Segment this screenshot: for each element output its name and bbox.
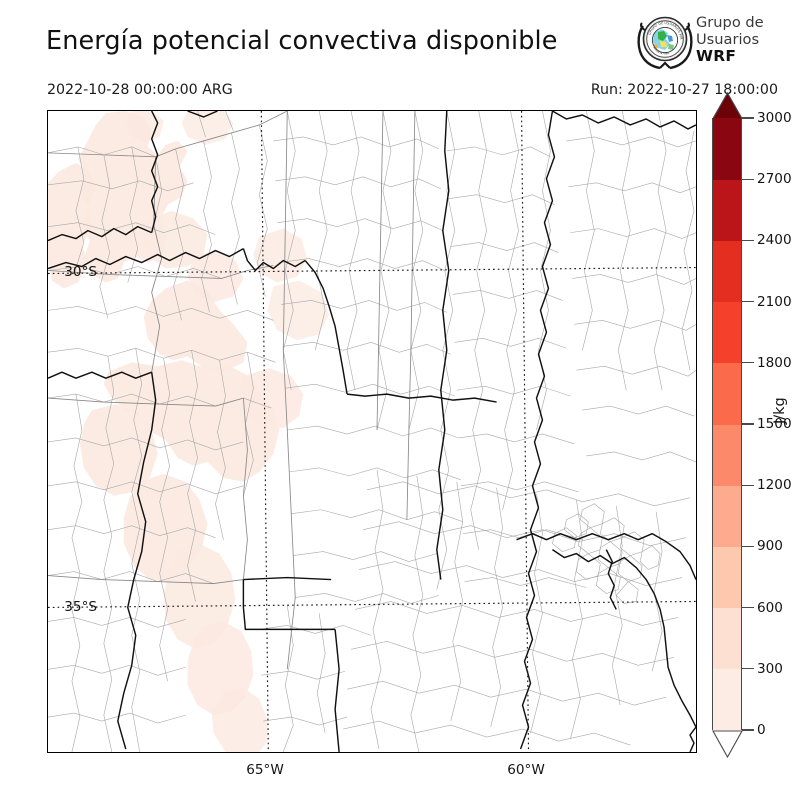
logo-line-1: Grupo de — [696, 14, 764, 31]
map-vector-layer — [48, 111, 696, 752]
colorbar-tick-label: 0 — [757, 722, 766, 738]
province-boundaries — [48, 111, 416, 670]
colorbar-tick-mark — [742, 362, 754, 364]
logo-line-3: WRF — [696, 47, 737, 65]
colorbar-gradient — [712, 118, 742, 730]
x-axis-tick-label: 65°W — [246, 762, 284, 778]
colorbar-tick-mark — [742, 178, 754, 180]
colorbar-tick-mark — [742, 484, 754, 486]
colorbar-tick-label: 1800 — [757, 354, 792, 371]
colorbar-band — [713, 179, 741, 241]
run-time-label: Run: 2022-10-27 18:00:00 — [590, 82, 778, 98]
cape-shaded-field — [48, 111, 330, 752]
colorbar-band — [713, 362, 741, 425]
colorbar-tick-mark — [742, 668, 754, 670]
colorbar-tick-label: 900 — [757, 538, 783, 555]
colorbar-tick-mark — [742, 301, 754, 303]
colorbar-tick-mark — [742, 239, 754, 241]
colorbar-tick-label: 300 — [757, 660, 783, 677]
colorbar-over-arrow-icon — [711, 91, 743, 120]
latitude-line-30s — [48, 266, 696, 275]
colorbar-under-arrow-icon — [711, 730, 743, 759]
colorbar-tick-label: 1500 — [757, 416, 792, 432]
y-axis-tick-label: 35°S — [64, 599, 97, 615]
colorbar-band — [713, 424, 741, 486]
colorbar-tick-label: 2100 — [757, 293, 792, 310]
colorbar-tick-mark — [742, 607, 754, 609]
colorbar-tick-mark — [742, 545, 754, 547]
colorbar-band — [713, 118, 741, 180]
colorbar-tick-label: 2400 — [757, 232, 792, 249]
colorbar-band — [713, 668, 741, 730]
logo-line-2: Usuarios — [696, 30, 760, 48]
longitude-line-65w — [260, 111, 269, 752]
page-title: Energía potencial convectiva disponible — [46, 26, 558, 56]
colorbar-band — [713, 301, 741, 364]
valid-time-label: 2022-10-28 00:00:00 ARG — [47, 82, 233, 98]
colorbar-tick-label: 2700 — [757, 171, 792, 188]
colorbar-tick-label: 1200 — [757, 477, 792, 494]
wrf-user-group-logo: GRUPO DE USUARIOS WRF ARGENTINA — [635, 11, 796, 72]
colorbar-tick-mark — [742, 117, 754, 119]
graticule-lines — [48, 111, 696, 752]
colorbar-tick-mark — [742, 423, 754, 425]
colorbar-tick-mark — [742, 729, 754, 731]
colorbar[interactable] — [711, 91, 743, 759]
logo-text: Grupo de Usuarios WRF — [696, 14, 796, 65]
wrf-globe-emblem-icon: GRUPO DE USUARIOS WRF ARGENTINA — [635, 11, 694, 70]
latitude-line-35s — [48, 600, 696, 609]
colorbar-tick-label: 600 — [757, 599, 783, 616]
colorbar-band — [713, 240, 741, 303]
longitude-line-60w — [520, 111, 530, 752]
department-boundaries — [48, 111, 696, 752]
colorbar-band — [713, 485, 741, 547]
x-axis-tick-label: 60°W — [507, 762, 545, 778]
colorbar-band — [713, 607, 741, 670]
y-axis-tick-label: 30°S — [64, 264, 97, 280]
international-boundaries — [48, 111, 696, 752]
colorbar-band — [713, 546, 741, 609]
colorbar-tick-label: 3000 — [757, 110, 792, 126]
map-plot-area[interactable] — [47, 110, 697, 753]
